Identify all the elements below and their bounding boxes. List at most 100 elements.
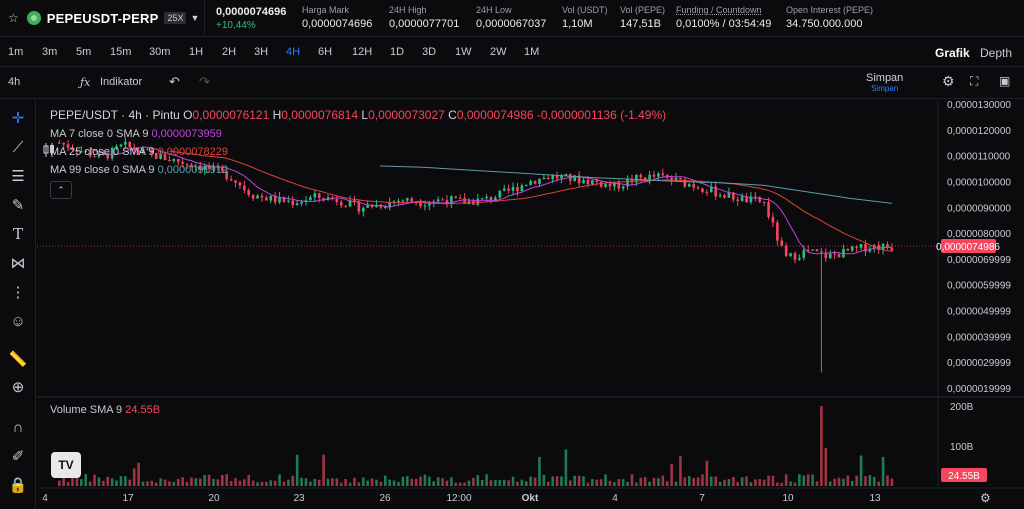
pattern-icon[interactable]: ⋈ — [10, 255, 26, 272]
trendline-icon[interactable]: ⟋ — [12, 138, 24, 156]
symbol-selector[interactable]: ☆ PEPEUSDT-PERP 25X ▼ — [0, 0, 205, 37]
x-tick-label: 12:00 — [446, 493, 471, 504]
undo-icon[interactable]: ↶ — [169, 74, 180, 89]
candle-body — [247, 190, 251, 195]
ruler-icon[interactable]: 📏 — [8, 351, 28, 368]
tf-1w[interactable]: 1W — [455, 46, 472, 58]
interval-selector[interactable]: 4h — [8, 76, 21, 88]
volume-bar — [705, 460, 709, 486]
text-icon[interactable]: T — [12, 225, 23, 243]
candle-body — [591, 180, 594, 185]
current-price-badge — [941, 239, 996, 254]
volume-bar — [291, 475, 295, 486]
tf-1mo[interactable]: 1M — [524, 46, 540, 58]
volume-bar — [555, 476, 559, 486]
volume-bar — [150, 480, 154, 486]
legend-ma25[interactable]: MA 25 close 0 SMA 9 0,0000078229 — [50, 146, 228, 158]
lock-drawing-icon[interactable]: ✐ — [11, 448, 25, 465]
candle-body — [732, 192, 735, 200]
tf-30m[interactable]: 30m — [149, 46, 171, 58]
candle-body — [648, 174, 651, 181]
x-tick-label: 26 — [379, 493, 391, 504]
candle-body — [454, 196, 458, 198]
candle-body — [66, 144, 70, 148]
candle-body — [406, 198, 409, 201]
tf-3d[interactable]: 3D — [422, 46, 437, 58]
volume-bar — [66, 482, 70, 486]
tf-15m[interactable]: 15m — [110, 46, 132, 58]
magnet-icon[interactable]: ∩ — [12, 418, 24, 436]
legend-collapse-icon[interactable]: ⌃ — [50, 181, 72, 199]
snapshot-camera-icon[interactable]: ▣ — [999, 74, 1011, 88]
favorite-star-icon[interactable]: ☆ — [8, 11, 19, 25]
tf-3h[interactable]: 3H — [254, 46, 269, 58]
ma99-line — [379, 165, 893, 204]
candle-body — [639, 174, 643, 178]
chart-toolbar: 4h ƒx Indikator ↶ ↷ Simpan Simpan ⚙ ⛶ ▣ — [0, 67, 1024, 157]
volume-bar — [709, 476, 713, 486]
legend-ma7[interactable]: MA 7 close 0 SMA 9 0,0000073959 — [50, 128, 222, 140]
candle-body — [84, 150, 88, 152]
tf-2h[interactable]: 2H — [222, 46, 237, 58]
candle-body — [604, 183, 607, 187]
volume-bar — [423, 474, 427, 486]
candle-body — [339, 202, 343, 206]
fullscreen-icon[interactable]: ⛶ — [970, 74, 979, 88]
save-button[interactable]: Simpan Simpan — [866, 72, 904, 93]
y-tick-label: 0,0000029999 — [947, 358, 1011, 369]
emoji-icon[interactable]: ☺ — [10, 312, 26, 330]
tf-6h[interactable]: 6H — [318, 46, 333, 58]
tf-3m[interactable]: 3m — [42, 46, 58, 58]
settings-gear-icon[interactable]: ⚙ — [942, 73, 955, 89]
tf-5m[interactable]: 5m — [76, 46, 92, 58]
tf-1h[interactable]: 1H — [189, 46, 204, 58]
chevron-down-icon[interactable]: ▼ — [190, 13, 200, 23]
stat-funding[interactable]: Funding / Countdown 0,0100% / 03:54:49 — [676, 5, 772, 30]
candle-body — [586, 179, 590, 185]
indicators-button[interactable]: Indikator — [100, 76, 143, 88]
candle-body — [859, 244, 863, 248]
volume-bar — [80, 479, 83, 486]
volume-bar — [881, 456, 885, 486]
forecast-icon[interactable]: ⋮ — [10, 284, 26, 301]
candle-body — [692, 184, 695, 188]
tf-12h[interactable]: 12H — [352, 46, 373, 58]
volume-bar — [621, 479, 625, 486]
volume-bar — [450, 477, 453, 486]
candle-body — [661, 173, 665, 176]
candle-type-icon[interactable] — [42, 142, 56, 158]
volume-bar — [604, 474, 607, 486]
candle-body — [141, 149, 145, 153]
candle-body — [317, 193, 321, 198]
volume-bar — [692, 478, 695, 486]
candle-body — [168, 159, 171, 161]
volume-bar — [516, 481, 519, 486]
legend-ma99[interactable]: MA 99 close 0 SMA 9 0,0000091912 — [50, 164, 228, 176]
candle-body — [295, 203, 299, 206]
tf-1m[interactable]: 1m — [8, 46, 24, 58]
tf-4h[interactable]: 4H — [286, 46, 301, 58]
tab-depth[interactable]: Depth — [980, 46, 1013, 60]
zoom-in-icon[interactable]: ⊕ — [11, 379, 25, 396]
chart-legend: PEPE/USDT · 4h · Pintu O0,0000076121 H0,… — [50, 108, 666, 176]
tf-1d[interactable]: 1D — [390, 46, 405, 58]
volume-bar — [789, 481, 792, 486]
lock-icon[interactable]: 🔒 — [8, 477, 28, 494]
x-tick-label: 20 — [208, 493, 220, 504]
brush-icon[interactable]: ✎ — [11, 197, 25, 214]
candle-body — [176, 158, 180, 162]
volume-bar — [163, 479, 167, 486]
tab-grafik[interactable]: Grafik — [935, 46, 970, 60]
volume-bar — [696, 477, 700, 486]
tf-2w[interactable]: 2W — [490, 46, 507, 58]
candle-body — [119, 144, 123, 147]
fib-icon[interactable]: ☰ — [11, 168, 25, 185]
crosshair-icon[interactable]: ✛ — [11, 110, 25, 127]
redo-icon[interactable]: ↷ — [199, 74, 210, 89]
volume-bar — [652, 477, 656, 486]
candle-body — [718, 195, 722, 197]
candle-body — [392, 201, 396, 203]
volume-bar — [511, 476, 515, 486]
candle-body — [150, 150, 154, 153]
